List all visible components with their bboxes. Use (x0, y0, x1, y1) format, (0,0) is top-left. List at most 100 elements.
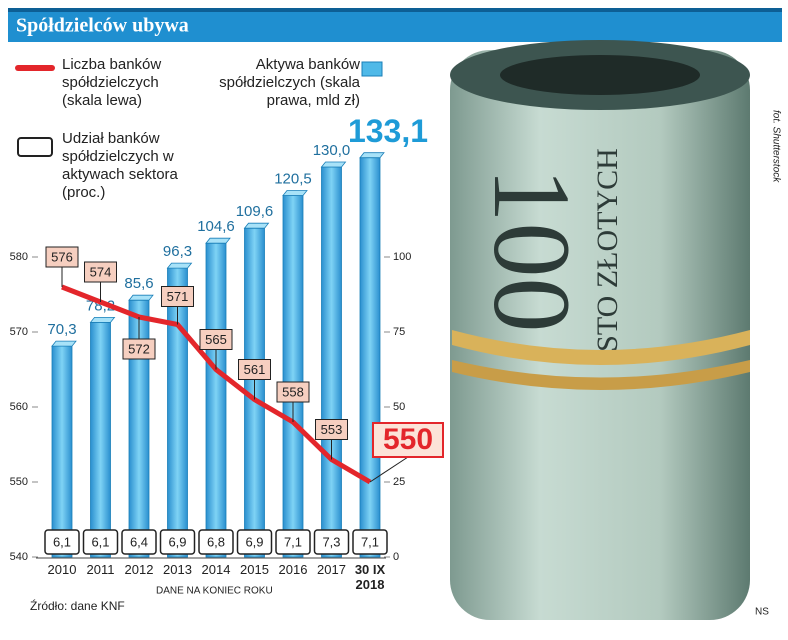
line-value-label: 558 (282, 384, 304, 399)
y-tick-label: 580 (10, 251, 28, 263)
share-box (275, 529, 311, 555)
x-tick-label: 30 IX 2018 (354, 562, 386, 592)
bar-top (89, 317, 116, 323)
bar-value-label: 130,0 (313, 142, 351, 159)
x-tick-label: 2015 (240, 562, 269, 577)
legend-label: Liczba banków spółdzielczych (skala lewa… (62, 56, 162, 109)
bar-top (243, 222, 270, 229)
title-bar-edge (8, 8, 782, 12)
x-tick-label: 2013 (163, 562, 192, 577)
bar-value-label: 85,6 (124, 275, 153, 292)
share-box (159, 529, 196, 555)
share-label: 6,4 (130, 534, 148, 549)
bar-top (320, 161, 347, 168)
line-value-label: 571 (167, 289, 189, 304)
source: Źródło: dane KNF (30, 598, 125, 613)
line-value-label: 561 (244, 362, 266, 377)
share-label: 6,8 (207, 534, 225, 549)
photo-text: 100 (471, 168, 593, 333)
share-label: 6,1 (53, 534, 71, 549)
y-tick-label: 540 (10, 551, 28, 563)
legend-bar (361, 61, 383, 77)
line-value-label: 572 (128, 341, 150, 356)
y2-tick-label: 75 (393, 326, 405, 338)
x-tick-label: 2011 (86, 562, 115, 577)
label-pointer (369, 456, 409, 483)
share-box (121, 529, 157, 555)
bar-top (51, 340, 77, 347)
x-tick-label: 2017 (317, 562, 346, 577)
banknote-roll (450, 50, 750, 620)
share-box (44, 529, 80, 555)
bar-top (166, 262, 193, 269)
y-tick-label: 560 (10, 401, 28, 413)
share-label: 7,3 (322, 534, 340, 549)
y-tick-label: 570 (10, 326, 28, 338)
legend-box (17, 137, 53, 157)
bar-value-label: 104,6 (197, 218, 235, 235)
bar (359, 157, 381, 558)
bar (51, 345, 73, 558)
bar-top (205, 237, 231, 244)
title: Spółdzielców ubywa (16, 15, 189, 37)
bar-value-label: 109,6 (236, 203, 274, 220)
bar (321, 166, 342, 558)
bar-value-label: 120,5 (274, 170, 312, 187)
line-label-box (45, 246, 79, 268)
line-label-box (276, 381, 310, 403)
line-label-box (372, 422, 444, 458)
x-tick-label: 2016 (278, 562, 308, 577)
y-tick-label: 550 (10, 476, 28, 488)
line-value-label: 553 (321, 422, 343, 437)
share-label: 7,1 (284, 534, 302, 549)
legend-label: Aktywa banków spółdzielczych (skala praw… (219, 56, 360, 109)
bar-value-label: 96,3 (163, 243, 192, 260)
x-tick-label: 2014 (201, 562, 231, 577)
photo: 100 STO ZŁOTYCH fot. Shutterstock (450, 40, 781, 620)
share-label: 6,9 (245, 534, 263, 549)
line-value-label: 550 (383, 423, 433, 456)
bar (205, 242, 227, 558)
bar (90, 321, 111, 558)
title-bar (8, 8, 782, 42)
x-tick-label: 2012 (124, 562, 154, 577)
bar-top (282, 190, 308, 196)
line-value-label: 576 (51, 249, 73, 264)
line-label-box (122, 338, 156, 360)
share-box (236, 529, 273, 555)
share-label: 6,1 (91, 534, 109, 549)
line-label-box (315, 419, 348, 440)
x-note: DANE NA KONIEC ROKU (156, 586, 273, 597)
x-tick-label: 2010 (47, 562, 77, 577)
share-box (313, 529, 350, 555)
legend-label: Udział banków spółdzielczych w aktywach … (62, 130, 178, 201)
share-box (352, 529, 388, 555)
y2-tick-label: 25 (393, 476, 405, 488)
bar-value-label: 133,1 (348, 113, 428, 149)
roll-hole (500, 55, 700, 95)
line-label-box (199, 329, 233, 350)
line-value-label: 574 (90, 264, 112, 279)
bar-top (359, 152, 385, 159)
y2-tick-label: 100 (393, 251, 411, 263)
y2-tick-label: 0 (393, 551, 399, 563)
bar-top (128, 294, 154, 301)
bar-value-label: 70,3 (47, 321, 76, 338)
y2-tick-label: 50 (393, 401, 405, 413)
share-box (82, 529, 119, 555)
line-label-box (161, 286, 194, 307)
share-label: 6,9 (168, 534, 186, 549)
rubber-band (452, 360, 750, 390)
share-box (198, 529, 234, 555)
photo-text: STO ZŁOTYCH (591, 148, 624, 352)
line-label-box (84, 261, 117, 283)
bar (282, 195, 304, 558)
author: NS (755, 607, 769, 618)
line-value-label: 565 (205, 332, 227, 347)
rubber-band (452, 330, 750, 365)
share-label: 7,1 (361, 534, 379, 549)
photo-credit: fot. Shutterstock (770, 110, 781, 183)
line-label-box (238, 359, 271, 380)
